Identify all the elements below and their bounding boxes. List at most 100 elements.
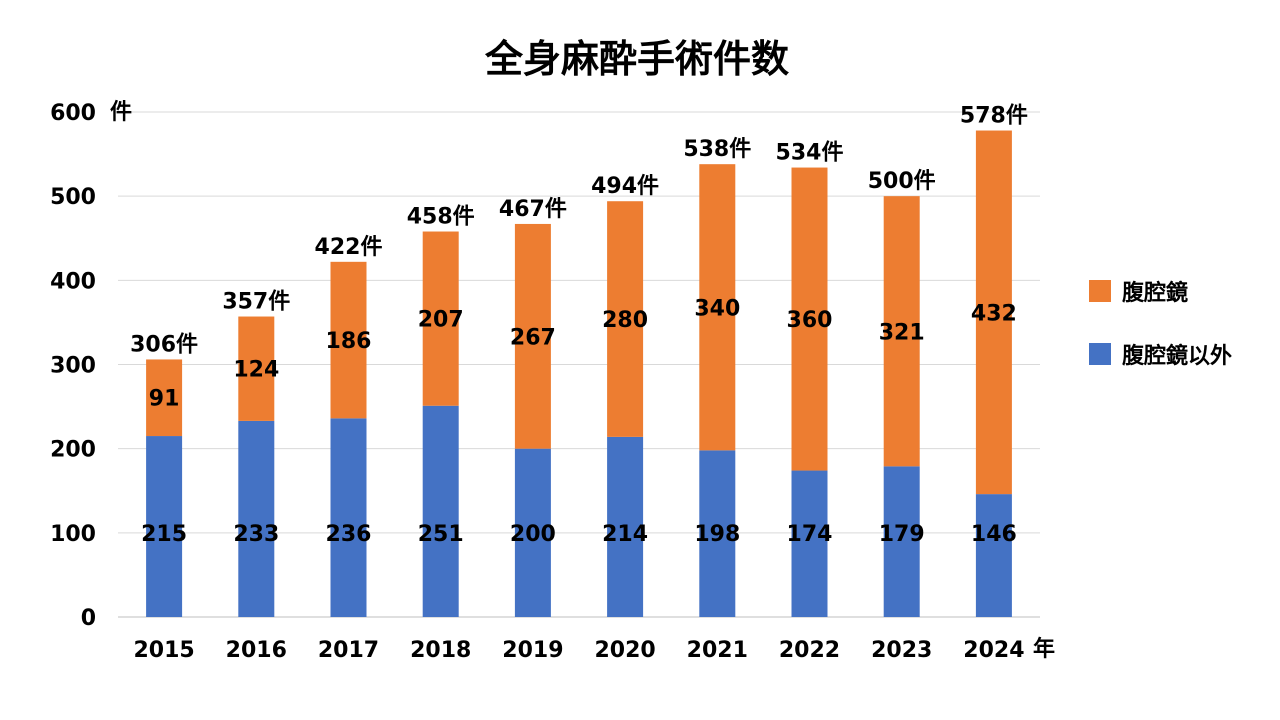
bar-segment: [883, 196, 920, 467]
legend-label: 腹腔鏡: [1122, 280, 1188, 306]
chart-title: 全身麻酔手術件数: [484, 37, 789, 81]
bar-value-label: 360: [787, 308, 833, 333]
total-value: 458: [407, 205, 453, 230]
bar-value-label: 146: [971, 522, 1017, 547]
bar-segment: [975, 494, 1012, 617]
bar-segment: [975, 130, 1012, 495]
bars: [146, 130, 1012, 617]
y-tick-label: 100: [50, 522, 96, 547]
bar-total-label: 458件: [407, 205, 475, 230]
bar-segment: [330, 261, 367, 419]
bar-total-label: 494件: [591, 174, 659, 199]
bar-value-label: 251: [418, 522, 464, 547]
total-suffix: 件: [453, 205, 475, 230]
bar-total-label: 422件: [315, 235, 383, 260]
bar-segment: [146, 359, 183, 437]
x-tick-label: 2017: [318, 638, 379, 663]
bar-segment: [422, 231, 459, 406]
bar-value-label: 215: [141, 522, 187, 547]
x-tick-label: 2019: [502, 638, 563, 663]
y-tick-label: 0: [81, 606, 96, 631]
bar-total-label: 534件: [776, 141, 844, 166]
total-value: 306: [130, 332, 176, 357]
x-tick-label: 2016: [226, 638, 287, 663]
total-value: 578: [960, 104, 1006, 129]
total-value: 534: [776, 141, 822, 166]
bar-value-label: 207: [418, 308, 464, 333]
x-tick-label: 2018: [410, 638, 471, 663]
bar-value-label: 198: [694, 522, 740, 547]
x-tick-label: 2022: [779, 638, 840, 663]
x-tick-label: 2021: [687, 638, 748, 663]
bar-value-label: 321: [879, 320, 925, 345]
bar-segment: [238, 316, 275, 421]
bar-value-label: 179: [879, 522, 925, 547]
total-suffix: 件: [637, 174, 659, 199]
total-value: 422: [315, 235, 361, 260]
legend-label: 腹腔鏡以外: [1122, 343, 1232, 369]
bar-segment: [330, 418, 367, 617]
bar-segment: [238, 420, 275, 617]
y-tick-label: 600: [50, 101, 96, 126]
x-tick-label: 2023: [871, 638, 932, 663]
bar-total-label: 500件: [868, 169, 936, 194]
y-axis-unit: 件: [110, 100, 132, 125]
bar-value-label: 214: [602, 522, 648, 547]
bar-segment: [146, 436, 183, 617]
total-value: 500: [868, 169, 914, 194]
bar-value-label: 200: [510, 522, 556, 547]
y-tick-label: 500: [50, 185, 96, 210]
bar-value-label: 91: [149, 387, 180, 412]
bar-value-label: 124: [233, 358, 279, 383]
bar-segment: [883, 466, 920, 617]
total-suffix: 件: [914, 169, 936, 194]
bar-value-label: 236: [326, 522, 372, 547]
bar-segment: [699, 164, 736, 451]
bar-value-label: 340: [694, 296, 740, 321]
bar-segment: [791, 470, 828, 617]
bar-value-label: 280: [602, 308, 648, 333]
total-value: 357: [222, 290, 268, 315]
total-suffix: 件: [1006, 104, 1028, 129]
total-value: 494: [591, 174, 637, 199]
y-tick-label: 400: [50, 269, 96, 294]
bar-value-label: 233: [233, 522, 279, 547]
bar-segment: [514, 448, 551, 617]
y-axis-ticks: 0 100 200 300 400 500 600: [50, 101, 96, 631]
bar-segment: [607, 436, 644, 617]
bar-segment: [422, 405, 459, 617]
bar-value-label: 267: [510, 325, 556, 350]
bar-value-label: 186: [326, 329, 372, 354]
total-suffix: 件: [176, 332, 198, 357]
bar-value-label: 432: [971, 301, 1017, 326]
segment-labels: 215 91 233 124 236 186 251 207 200 267 214 280 198 34…: [141, 296, 1017, 547]
x-tick-label: 2020: [594, 638, 655, 663]
total-value: 538: [683, 137, 729, 162]
legend-swatch: [1089, 280, 1111, 302]
total-suffix: 件: [360, 235, 382, 260]
bar-segment: [699, 450, 736, 617]
total-suffix: 件: [729, 137, 751, 162]
bar-segment: [607, 201, 644, 437]
x-tick-label: 2015: [133, 638, 194, 663]
bar-total-label: 306件: [130, 332, 198, 357]
bar-total-label: 578件: [960, 104, 1028, 129]
bar-segment: [514, 223, 551, 449]
total-suffix: 件: [545, 197, 567, 222]
bar-total-label: 357件: [222, 290, 290, 315]
x-tick-label: 2024: [963, 638, 1024, 663]
bar-segment: [791, 167, 828, 471]
bar-total-label: 538件: [683, 137, 751, 162]
total-suffix: 件: [268, 290, 290, 315]
bar-total-label: 467件: [499, 197, 567, 222]
y-tick-label: 200: [50, 438, 96, 463]
x-axis-ticks: 2015 2016 2017 2018 2019 2020 2021 2022 2023 2024: [133, 638, 1024, 663]
total-value: 467: [499, 197, 545, 222]
legend-swatch: [1089, 343, 1111, 365]
x-axis-unit: 年: [1033, 636, 1055, 662]
total-suffix: 件: [821, 141, 843, 166]
y-tick-label: 300: [50, 354, 96, 379]
